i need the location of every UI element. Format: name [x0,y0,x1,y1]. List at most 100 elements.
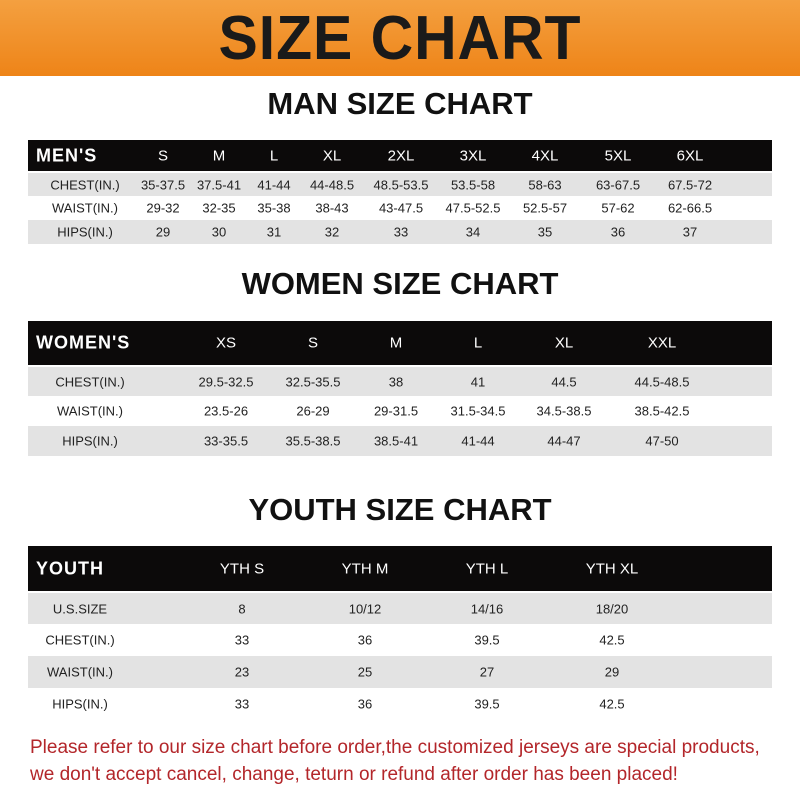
table-row: WAIST(IN.) 23 25 27 29 [28,656,772,688]
table-cell: 44-48.5 [309,177,355,192]
table-cell: 42.5 [599,632,625,648]
row-label: CHEST(IN.) [45,632,115,648]
table-cell: 57-62 [601,200,635,216]
table-header-row: MEN'S S M L XL 2XL 3XL 4XL 5XL 6XL [28,140,772,171]
size-header-cell: XXL [647,334,677,352]
table-title-cell: WOMEN'S [36,332,131,353]
table-cell: 35 [537,224,553,240]
table-cell: 29 [155,224,171,240]
row-label: CHEST(IN.) [50,177,120,192]
table-cell: 37 [682,224,698,240]
table-cell: 34 [465,224,481,240]
table-cell: 23.5-26 [203,403,249,419]
size-header-cell: L [473,334,483,352]
row-label: U.S.SIZE [52,601,108,616]
footer-line-1: Please refer to our size chart before or… [30,737,760,758]
table-cell: 58-63 [528,177,562,192]
table-row: CHEST(IN.) 29.5-32.5 32.5-35.5 38 41 44.5 44.5… [28,367,772,396]
footer-notice: Please refer to our size chart before or… [30,734,790,788]
size-header-cell: YTH L [465,560,509,577]
table-cell: 33 [393,224,409,240]
women-title: WOMEN SIZE CHART [241,266,559,301]
table-cell: 41 [470,374,486,389]
table-cell: 37.5-41 [196,177,242,192]
size-header-cell: S [307,334,319,352]
footer-line-2: we don't accept cancel, change, teturn o… [30,764,678,785]
table-cell: 25 [357,664,373,680]
table-row: WAIST(IN.) 29-32 32-35 35-38 38-43 43-47.5 47.… [28,196,772,220]
table-row: CHEST(IN.) 35-37.5 37.5-41 41-44 44-48.5 48.5… [28,173,772,196]
size-header-cell: 4XL [531,147,559,164]
table-cell: 52.5-57 [522,200,568,216]
table-cell: 35-37.5 [140,177,186,192]
table-cell: 32 [324,224,340,240]
size-header-cell: L [269,147,279,164]
table-cell: 10/12 [348,601,382,616]
table-cell: 35.5-38.5 [285,433,341,449]
table-cell: 26-29 [296,403,330,419]
table-cell: 48.5-53.5 [373,177,429,192]
row-label: CHEST(IN.) [55,374,125,389]
table-cell: 43-47.5 [378,200,424,216]
table-cell: 23 [234,664,250,680]
table-cell: 30 [211,224,227,240]
youth-size-table: YOUTH YTH S YTH M YTH L YTH XL U.S.SIZE 8 10/12… [28,546,772,720]
table-cell: 53.5-58 [450,177,496,192]
row-label: WAIST(IN.) [47,664,113,680]
table-row: HIPS(IN.) 29 30 31 32 33 34 35 36 37 [28,220,772,244]
table-row: CHEST(IN.) 33 36 39.5 42.5 [28,624,772,656]
table-cell: 33-35.5 [203,433,249,449]
table-cell: 41-44 [257,177,291,192]
table-cell: 35-38 [257,200,291,216]
women-size-table: WOMEN'S XS S M L XL XXL CHEST(IN.) 29.5-32.5 32.5… [28,321,772,456]
table-header-row: WOMEN'S XS S M L XL XXL [28,321,772,365]
table-cell: 39.5 [474,696,500,712]
men-title: MAN SIZE CHART [267,86,533,121]
size-header-cell: YTH S [219,560,265,577]
table-row: U.S.SIZE 8 10/12 14/16 18/20 [28,593,772,624]
table-cell: 31 [266,224,282,240]
table-cell: 27 [479,664,495,680]
table-cell: 34.5-38.5 [536,403,592,419]
table-cell: 29 [604,664,620,680]
size-header-cell: XS [215,334,237,352]
table-cell: 31.5-34.5 [450,403,506,419]
table-cell: 36 [357,696,373,712]
row-label: WAIST(IN.) [52,200,118,216]
youth-title: YOUTH SIZE CHART [248,492,552,527]
table-cell: 29-32 [146,200,180,216]
table-cell: 32-35 [202,200,236,216]
banner-title: SIZE CHART [218,3,582,73]
table-cell: 38.5-42.5 [634,403,690,419]
table-row: WAIST(IN.) 23.5-26 26-29 29-31.5 31.5-34.5 34… [28,396,772,426]
table-cell: 44.5 [551,374,577,389]
table-cell: 42.5 [599,696,625,712]
size-header-cell: XL [322,147,342,164]
table-cell: 44-47 [547,433,581,449]
table-row: HIPS(IN.) 33-35.5 35.5-38.5 38.5-41 41-44 44-… [28,426,772,456]
table-cell: 47-50 [645,433,679,449]
row-label: WAIST(IN.) [57,403,123,419]
table-cell: 18/20 [595,601,629,616]
table-cell: 38.5-41 [373,433,419,449]
table-cell: 62-66.5 [667,200,713,216]
table-cell: 38 [388,374,404,389]
table-cell: 63-67.5 [595,177,641,192]
row-label: HIPS(IN.) [57,224,113,240]
size-header-cell: S [157,147,169,164]
table-cell: 47.5-52.5 [445,200,501,216]
size-header-cell: 3XL [459,147,487,164]
table-cell: 32.5-35.5 [285,374,341,389]
table-cell: 44.5-48.5 [634,374,690,389]
size-header-cell: YTH XL [585,560,639,577]
table-row: HIPS(IN.) 33 36 39.5 42.5 [28,688,772,720]
table-cell: 29-31.5 [373,403,419,419]
size-header-cell: 5XL [604,147,632,164]
table-cell: 39.5 [474,632,500,648]
table-header-row: YOUTH YTH S YTH M YTH L YTH XL [28,546,772,591]
table-cell: 14/16 [470,601,504,616]
table-title-cell: YOUTH [36,558,104,578]
banner: SIZE CHART [0,0,800,76]
size-header-cell: 2XL [387,147,415,164]
table-title-cell: MEN'S [36,145,98,165]
